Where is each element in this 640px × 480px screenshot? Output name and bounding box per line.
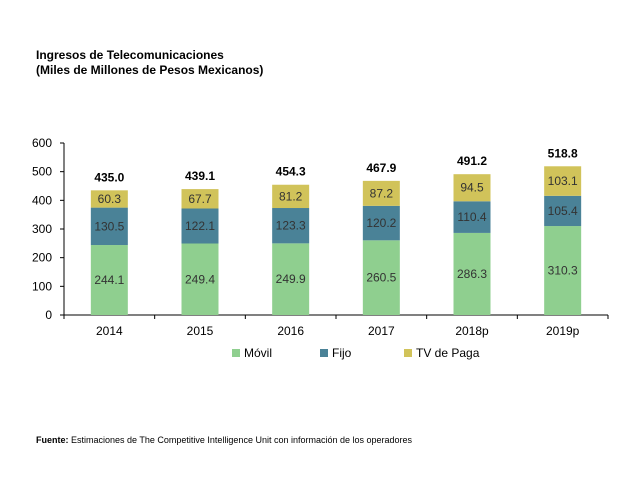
legend-swatch-móvil	[232, 349, 240, 357]
x-tick-label: 2015	[187, 324, 214, 338]
bar-segment-móvil	[181, 243, 219, 315]
y-tick-label: 400	[32, 193, 52, 207]
legend-swatch-tv-de-paga	[404, 349, 412, 357]
data-label: 110.4	[457, 210, 486, 224]
data-label: 60.3	[98, 192, 122, 206]
total-label: 491.2	[457, 154, 487, 168]
bar-segment-móvil	[362, 240, 400, 315]
y-tick-label: 600	[32, 136, 52, 150]
data-label: 120.2	[366, 216, 396, 230]
data-label: 105.4	[548, 204, 578, 218]
chart-title-block: Ingresos de Telecomunicaciones (Miles de…	[36, 48, 263, 78]
bar-segment-tv-de-paga	[453, 174, 491, 202]
data-label: 103.1	[548, 174, 578, 188]
source-label: Fuente:	[36, 435, 69, 445]
data-label: 249.4	[185, 272, 215, 286]
total-label: 439.1	[185, 169, 215, 183]
x-tick-label: 2016	[277, 324, 304, 338]
legend-label: TV de Paga	[416, 346, 480, 360]
bar-segment-tv-de-paga	[181, 189, 219, 209]
data-label: 260.5	[366, 271, 396, 285]
bar-segment-fijo	[453, 201, 491, 233]
bar-segment-tv-de-paga	[272, 184, 310, 209]
y-tick-label: 300	[32, 222, 52, 236]
chart-subtitle: (Miles de Millones de Pesos Mexicanos)	[36, 63, 264, 77]
x-tick-label: 2014	[96, 324, 123, 338]
data-label: 310.3	[548, 264, 578, 278]
y-tick-label: 100	[32, 279, 52, 293]
data-label: 286.3	[457, 267, 487, 281]
y-tick-label: 500	[32, 165, 52, 179]
legend-swatch-fijo	[320, 349, 328, 357]
bar-segment-fijo	[181, 208, 219, 244]
data-label: 81.2	[279, 189, 303, 203]
legend-label: Móvil	[244, 346, 272, 360]
bar-segment-tv-de-paga	[362, 180, 400, 206]
data-label: 67.7	[188, 192, 212, 206]
bar-segment-fijo	[362, 205, 400, 241]
bar-segment-móvil	[544, 226, 582, 315]
source-note: Fuente: Estimaciones de The Competitive …	[36, 435, 412, 445]
data-label: 94.5	[460, 181, 484, 195]
data-label: 122.1	[185, 219, 215, 233]
data-label: 249.9	[276, 272, 306, 286]
total-label: 467.9	[366, 161, 396, 175]
bar-segment-móvil	[90, 245, 128, 315]
data-label: 130.5	[94, 219, 124, 233]
chart-title: Ingresos de Telecomunicaciones	[36, 48, 224, 62]
source-text: Estimaciones de The Competitive Intellig…	[71, 435, 413, 445]
y-tick-label: 0	[45, 308, 52, 322]
data-label: 123.3	[276, 219, 306, 233]
data-label: 244.1	[94, 273, 124, 287]
data-label: 87.2	[370, 186, 394, 200]
total-label: 435.0	[94, 170, 124, 184]
bar-segment-móvil	[272, 243, 310, 315]
legend-label: Fijo	[332, 346, 352, 360]
total-label: 454.3	[276, 165, 306, 179]
bar-segment-fijo	[90, 207, 128, 246]
x-tick-label: 2018p	[455, 324, 489, 338]
total-label: 518.8	[548, 146, 578, 160]
bar-segment-fijo	[272, 208, 310, 244]
bar-segment-fijo	[544, 195, 582, 227]
y-tick-label: 200	[32, 251, 52, 265]
bar-segment-móvil	[453, 232, 491, 315]
x-tick-label: 2017	[368, 324, 395, 338]
bar-segment-tv-de-paga	[90, 190, 128, 208]
x-tick-label: 2019p	[546, 324, 580, 338]
bar-segment-tv-de-paga	[544, 166, 582, 196]
